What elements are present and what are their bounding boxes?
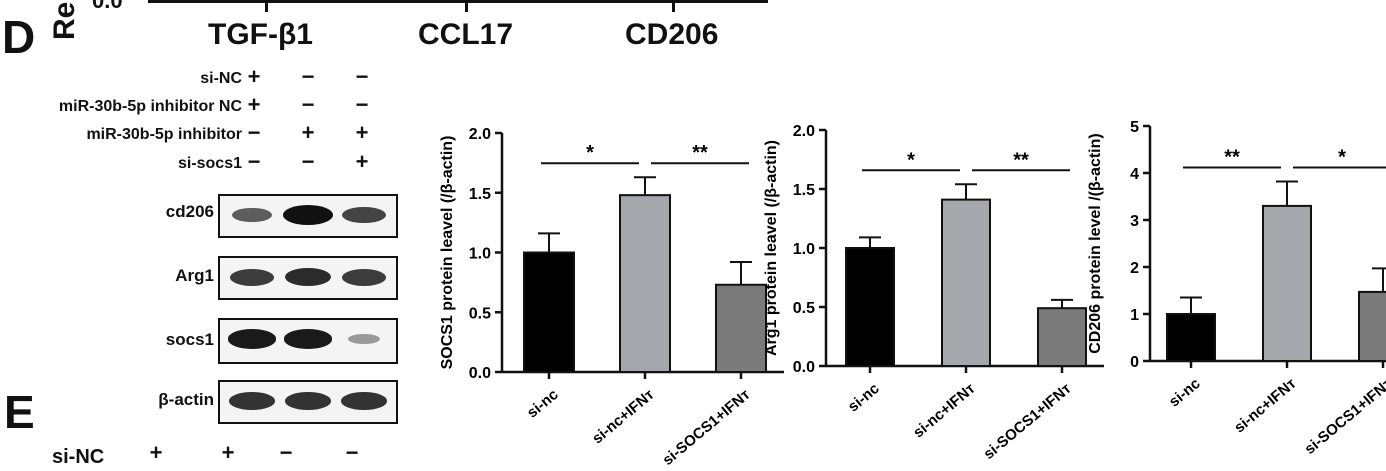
y-tick-label: 5	[1130, 119, 1139, 136]
bar	[1037, 307, 1087, 367]
y-axis-label: SOCS1 protein leavel (/β-actin)	[439, 136, 456, 370]
significance-label: **	[1224, 146, 1240, 168]
significance-label: **	[692, 142, 708, 164]
blot-band	[285, 392, 331, 410]
condition-sign: −	[355, 64, 369, 89]
x-tick-label: si-nc+IFNт	[1231, 375, 1300, 436]
blot-strip	[218, 256, 398, 300]
condition-sign: +	[247, 64, 261, 89]
panel-e-sign: +	[221, 440, 235, 465]
blot-label: socs1	[165, 330, 214, 349]
top-category-label: CCL17	[418, 18, 514, 51]
blot-band	[347, 333, 381, 345]
significance-label: **	[1013, 149, 1029, 171]
condition-sign: −	[301, 92, 315, 117]
y-tick-label: 1.0	[793, 241, 815, 258]
blot-strip	[218, 318, 398, 364]
y-tick-label: 2.0	[793, 123, 815, 140]
panel-letter-d: D	[2, 11, 36, 63]
significance-label: *	[907, 149, 915, 171]
y-tick-label: 2.0	[469, 126, 491, 143]
blot-band	[341, 268, 387, 286]
x-tick-label: si-nc	[524, 386, 562, 422]
panel-e-row-label: si-NC	[52, 446, 105, 468]
blot-band	[284, 267, 332, 287]
blot-band	[229, 392, 275, 410]
top-category-label: CD206	[625, 18, 719, 51]
blot-label: Arg1	[175, 266, 214, 285]
x-tick-label: si-nc	[845, 380, 883, 416]
y-tick-label: 0	[1130, 354, 1139, 371]
top-y-tick: 0.0	[92, 0, 123, 13]
y-tick-label: 1.5	[469, 186, 491, 203]
bar	[619, 194, 671, 373]
blot-label: cd206	[165, 202, 214, 221]
x-tick-label: si-SOCS1+IFNт	[980, 380, 1074, 463]
condition-label: miR-30b-5p inhibitor	[86, 126, 242, 143]
y-tick-label: 2	[1130, 260, 1139, 277]
top-tick-3	[672, 0, 675, 12]
top-tick-1	[265, 0, 268, 12]
blot-band	[283, 329, 333, 349]
condition-sign: −	[301, 149, 315, 174]
significance-label: *	[586, 142, 594, 164]
y-tick-label: 1.5	[793, 182, 815, 199]
y-tick-label: 3	[1130, 213, 1139, 230]
x-tick-label: si-SOCS1+IFNт	[1301, 375, 1386, 458]
significance-label: *	[1338, 146, 1346, 168]
condition-sign: +	[247, 92, 261, 117]
top-category-label: TGF-β1	[208, 18, 313, 51]
y-axis-label: CD206 protein level /(β-actin)	[1087, 133, 1104, 353]
bar	[845, 247, 895, 367]
bar	[1262, 204, 1312, 362]
x-tick-label: si-nc	[1166, 375, 1204, 411]
panel-e-sign: −	[345, 440, 359, 465]
y-tick-label: 1	[1130, 307, 1139, 324]
condition-sign: −	[355, 92, 369, 117]
bar	[941, 198, 991, 367]
condition-sign: +	[355, 149, 369, 174]
condition-sign: +	[301, 120, 315, 145]
x-tick-label: si-nc+IFNт	[589, 386, 658, 447]
panel-e-sign: −	[279, 440, 293, 465]
bar	[523, 251, 575, 373]
y-tick-label: 0.0	[793, 359, 815, 376]
x-tick-label: si-SOCS1+IFNт	[659, 386, 753, 469]
blot-band	[341, 392, 387, 410]
condition-sign: −	[301, 64, 315, 89]
y-tick-label: 0.5	[469, 305, 491, 322]
blot-band	[283, 205, 333, 225]
blot-label: β-actin	[158, 390, 214, 409]
blot-band	[227, 329, 277, 349]
y-tick-label: 1.0	[469, 246, 491, 263]
top-x-axis-line	[148, 0, 768, 3]
y-axis-label: Arg1 protein leavel (/β-actin)	[763, 140, 780, 356]
condition-label: si-NC	[200, 70, 242, 87]
bar	[715, 283, 767, 374]
condition-sign: −	[247, 149, 261, 174]
y-tick-label: 0.0	[469, 365, 491, 382]
blot-band	[342, 206, 386, 224]
panel-e-sign: +	[149, 440, 163, 465]
condition-sign: +	[355, 120, 369, 145]
condition-sign: −	[247, 120, 261, 145]
blot-strip	[218, 380, 398, 424]
y-tick-label: 4	[1130, 166, 1139, 183]
panel-letter-e: E	[4, 386, 35, 438]
blot-band	[229, 268, 275, 286]
blot-strip	[218, 194, 398, 238]
bar	[1358, 290, 1386, 362]
x-tick-label: si-nc+IFNт	[910, 380, 979, 441]
condition-label: miR-30b-5p inhibitor NC	[58, 98, 242, 115]
y-tick-label: 0.5	[793, 300, 815, 317]
blot-band	[231, 207, 273, 223]
top-tick-2	[465, 0, 468, 12]
bar	[1166, 313, 1216, 362]
condition-label: si-socs1	[177, 155, 242, 172]
